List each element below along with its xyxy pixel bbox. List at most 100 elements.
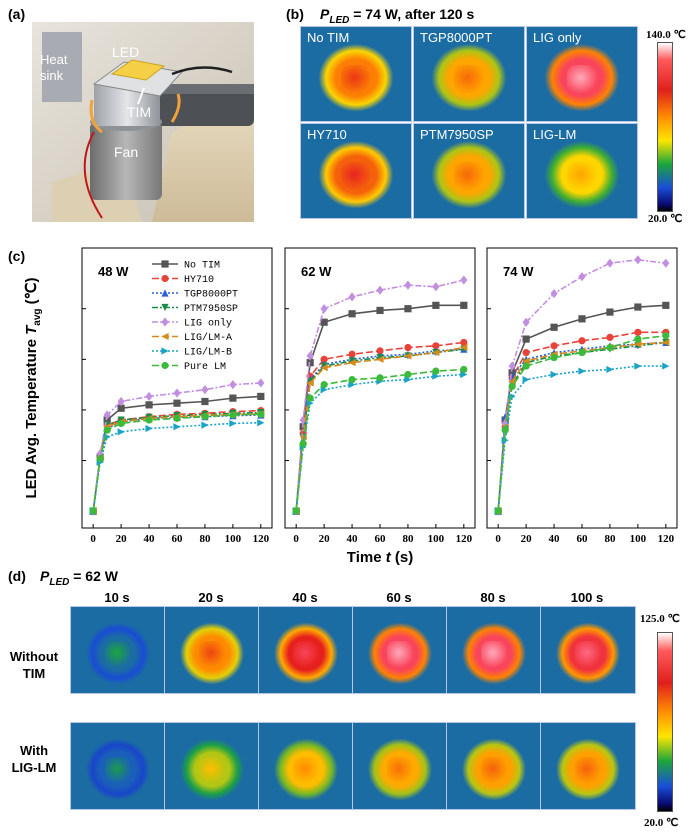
colorbar-d [657, 632, 673, 812]
legend-label-2: TGP8000PT [184, 290, 238, 301]
legend-marker-0 [161, 260, 169, 268]
legend-marker-6 [161, 347, 169, 355]
point-1-5-2 [306, 379, 314, 387]
x-axis-label-main: Time [347, 549, 386, 566]
point-1-5-6 [404, 352, 412, 360]
panel-d-row-label-0: Without TIM [4, 648, 64, 682]
panel-d-cell-0-0 [70, 606, 166, 694]
point-0-7-4 [145, 416, 153, 424]
point-0-7-7 [229, 411, 237, 419]
point-1-5-7 [432, 348, 440, 357]
x-tick-label-1-1: 20 [319, 533, 331, 545]
point-0-7-5 [173, 414, 181, 422]
x-tick-label-1-3: 60 [375, 533, 387, 545]
point-0-7-1 [96, 455, 104, 463]
point-0-0-5 [173, 399, 181, 407]
hot-spot [386, 757, 414, 784]
hot-spot [340, 161, 372, 190]
y-axis-label-sub: avg [32, 308, 43, 325]
panel-d-time-5: 100 s [570, 590, 604, 605]
hot-spot [386, 641, 414, 668]
point-1-7-8 [460, 365, 468, 374]
point-2-6-5 [578, 367, 586, 375]
point-2-7-1 [501, 426, 509, 434]
point-0-7-3 [117, 419, 125, 428]
panel-label-b: (b) [286, 6, 304, 22]
y-axis-label-symbol: T [23, 324, 40, 335]
thermal-cell-3-label: HY710 [307, 127, 347, 142]
series-line-0-6 [92, 421, 261, 512]
point-2-4-4 [550, 288, 558, 299]
thermal-cell-0: No TIM [300, 26, 412, 122]
x-tick-label-0-1: 20 [116, 533, 128, 545]
panel-d-cell-0-3 [352, 606, 448, 694]
colorbar-b-min: 20.0 ℃ [648, 213, 683, 225]
panel-d-row-1-line-1: With [19, 743, 49, 758]
point-2-0-5 [578, 315, 586, 323]
panel-label-c: (c) [8, 248, 26, 264]
legend-marker-5 [161, 332, 169, 341]
photo-label-fan: Fan [114, 144, 139, 160]
hot-spot [574, 757, 602, 784]
legend-label-5: LIG/LM-A [184, 332, 232, 344]
point-2-1-5 [578, 337, 586, 345]
point-2-6-7 [634, 362, 642, 370]
hot-spot [566, 64, 598, 93]
panel-d-title: PLED = 62 W [40, 568, 118, 588]
point-1-1-6 [404, 343, 412, 352]
point-0-6-4 [145, 424, 153, 433]
point-1-0-8 [460, 301, 468, 309]
point-1-4-1 [299, 415, 307, 425]
point-1-6-3 [320, 386, 328, 394]
x-tick-label-0-3: 60 [172, 533, 184, 545]
x-tick-label-2-3: 60 [577, 533, 589, 545]
point-1-6-4 [348, 381, 356, 389]
thermal-cell-5: LIG-LM [526, 123, 638, 219]
thermal-cell-1-label: TGP8000PT [420, 30, 493, 45]
x-tick-label-1-6: 120 [456, 533, 473, 545]
point-1-1-4 [348, 350, 356, 358]
x-tick-label-2-4: 80 [604, 533, 616, 545]
panel-d-cell-1-2 [258, 722, 354, 810]
point-1-7-6 [404, 370, 412, 379]
photo-label-heat: Heat [40, 52, 68, 67]
legend-label-7: Pure LM [184, 362, 226, 373]
thermal-cell-0-label: No TIM [307, 30, 350, 45]
panel-d-cell-0-4 [446, 606, 542, 694]
panel-d-cell-1-3 [352, 722, 448, 810]
point-0-4-8 [257, 378, 265, 388]
point-1-0-7 [432, 301, 440, 309]
point-1-4-7 [432, 282, 440, 292]
point-0-6-8 [257, 419, 265, 427]
point-0-0-4 [145, 401, 153, 409]
panel-b-title: PLED = 74 W, after 120 s [320, 6, 474, 26]
x-tick-label-2-6: 120 [658, 533, 675, 545]
x-tick-label-1-5: 100 [428, 533, 445, 545]
point-1-1-3 [320, 355, 328, 363]
point-1-7-0 [292, 507, 300, 515]
point-0-0-6 [201, 397, 209, 406]
point-0-4-5 [173, 388, 181, 398]
legend-marker-1 [161, 274, 169, 283]
point-1-5-5 [376, 355, 384, 363]
legend-label-0: No TIM [184, 261, 220, 272]
temperature-chart: 0 20 40 60 80 100 120 48 W 0 20 40 60 80 100 120 62 W 0 2… [23, 247, 678, 566]
point-2-6-1 [501, 436, 509, 444]
point-2-0-7 [634, 303, 642, 311]
point-1-7-2 [306, 394, 314, 402]
subplot-0: 0 20 40 60 80 100 120 48 W [81, 247, 273, 545]
x-tick-label-2-5: 100 [630, 533, 647, 545]
thermal-cell-5-label: LIG-LM [533, 127, 577, 142]
point-2-1-6 [606, 333, 614, 341]
x-axis-label: Time t (s) [347, 549, 413, 566]
point-2-4-1 [501, 418, 509, 429]
legend-label-6: LIG/LM-B [184, 347, 232, 359]
colorbar-d-min: 20.0 ℃ [644, 817, 679, 829]
x-tick-label-0-2: 40 [144, 533, 156, 545]
panel-d-cell-1-5 [540, 722, 636, 810]
point-1-6-6 [404, 375, 412, 384]
subplot-title-0: 48 W [98, 264, 129, 279]
panel-d-time-1: 20 s [198, 590, 224, 605]
point-1-0-3 [320, 318, 328, 326]
legend-marker-7 [161, 361, 169, 370]
